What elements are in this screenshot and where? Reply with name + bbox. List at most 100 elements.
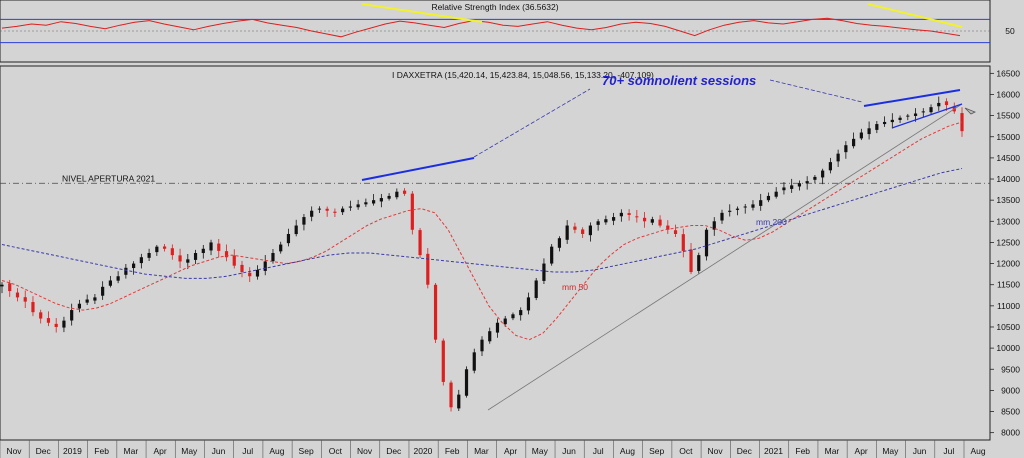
candle-body: [0, 284, 4, 287]
candle-body: [581, 229, 585, 234]
candle-body: [852, 138, 856, 147]
connector-line-right: [769, 79, 863, 103]
y-tick-label: 8000: [1001, 428, 1020, 438]
candle-body: [310, 210, 314, 217]
candle-body: [77, 303, 82, 309]
candle-body: [944, 101, 949, 106]
candle-body: [751, 204, 755, 208]
candle-body: [464, 369, 469, 396]
candle-body: [348, 206, 352, 208]
y-tick-label: 9500: [1001, 364, 1020, 374]
candle-body: [704, 229, 709, 257]
y-tick-label: 16500: [996, 68, 1020, 78]
candle-body: [8, 283, 12, 292]
candle-body: [836, 153, 840, 162]
candle-body: [294, 225, 298, 235]
ma200-label: mm 200: [756, 217, 787, 227]
candle-body: [898, 117, 902, 120]
candle-body: [844, 145, 848, 153]
candle-body: [542, 263, 546, 281]
x-tick-label: Mar: [124, 446, 139, 456]
x-tick-label: Apr: [504, 446, 517, 456]
x-tick-label: Dec: [386, 446, 402, 456]
candle-body: [596, 221, 600, 225]
candle-body: [62, 320, 66, 328]
candle-body: [15, 292, 20, 298]
candle-body: [317, 208, 322, 210]
candle-body: [821, 170, 825, 178]
channel-lower-line: [891, 103, 963, 129]
candle-body: [224, 251, 229, 258]
y-tick-label: 10000: [996, 343, 1020, 353]
x-tick-label: May: [181, 446, 198, 456]
x-tick-label: Dec: [36, 446, 52, 456]
x-tick-label: May: [532, 446, 549, 456]
candle-body: [209, 242, 213, 251]
candle-body: [162, 246, 167, 249]
y-axis-ticks: 16500 16000 15500 15000 14500 14000 13500 13000…: [990, 68, 1020, 438]
candle-body: [325, 208, 329, 211]
candle-body: [828, 162, 832, 171]
divergence-line-1: [361, 3, 483, 23]
y-tick-label: 11000: [997, 301, 1020, 311]
candle-body: [774, 191, 778, 197]
candle-body: [108, 280, 112, 286]
y-tick-label: 16000: [996, 89, 1020, 99]
x-tick-label: Mar: [825, 446, 840, 456]
candle-body: [433, 284, 438, 340]
candle-body: [890, 119, 894, 123]
candle-body: [511, 314, 515, 319]
candle-body: [697, 255, 701, 271]
candle-body: [588, 225, 592, 236]
y-tick-label: 15500: [996, 111, 1020, 121]
x-tick-label: Jun: [913, 446, 927, 456]
candle-body: [372, 200, 376, 204]
candle-body: [70, 310, 74, 321]
candle-body: [906, 115, 910, 117]
candle-body: [550, 246, 554, 264]
candle-body: [929, 107, 933, 113]
y-tick-label: 10500: [996, 322, 1020, 332]
price-frame: [0, 65, 991, 441]
rsi-title: Relative Strength Index (36.5632): [431, 2, 558, 12]
candle-body: [178, 255, 182, 262]
candle-body: [526, 297, 531, 311]
rsi-y-tick-label: 50: [1005, 26, 1015, 36]
price-panel: NIVEL APERTURA 2021 I DAXXETRA (15,420.1…: [0, 65, 1020, 458]
candle-body: [418, 230, 422, 256]
candle-body: [387, 195, 391, 199]
candle-body: [279, 244, 283, 252]
candle-body: [170, 248, 174, 256]
x-tick-label: Mar: [474, 446, 489, 456]
rsi-panel: Relative Strength Index (36.5632) 50: [0, 0, 1015, 63]
candle-body: [426, 253, 430, 285]
candle-body: [39, 312, 43, 319]
candle-body: [797, 183, 802, 187]
resistance-line-2020: [361, 157, 475, 181]
candle-body: [356, 204, 360, 208]
candle-body: [139, 257, 143, 264]
y-tick-label: 14000: [996, 174, 1020, 184]
connector-line-left: [473, 88, 591, 158]
candle-body: [488, 331, 492, 342]
candle-body: [232, 255, 236, 266]
candle-body: [867, 128, 871, 135]
candle-body: [937, 102, 941, 107]
y-tick-label: 12500: [996, 237, 1020, 247]
candle-body: [402, 190, 407, 194]
x-tick-label: Feb: [94, 446, 109, 456]
candle-body: [743, 206, 747, 208]
candle-body: [681, 234, 685, 251]
opening-level-label: NIVEL APERTURA 2021: [62, 173, 155, 183]
candle-body: [410, 193, 414, 230]
candle-body: [302, 217, 306, 225]
candle-body: [735, 208, 740, 210]
candle-body: [193, 253, 198, 260]
candle-body: [271, 253, 275, 262]
ma50-line: [1, 121, 963, 341]
candle-body: [790, 185, 794, 189]
candle-body: [612, 217, 616, 221]
candle-body: [23, 297, 27, 302]
x-tick-label: Oct: [329, 446, 343, 456]
